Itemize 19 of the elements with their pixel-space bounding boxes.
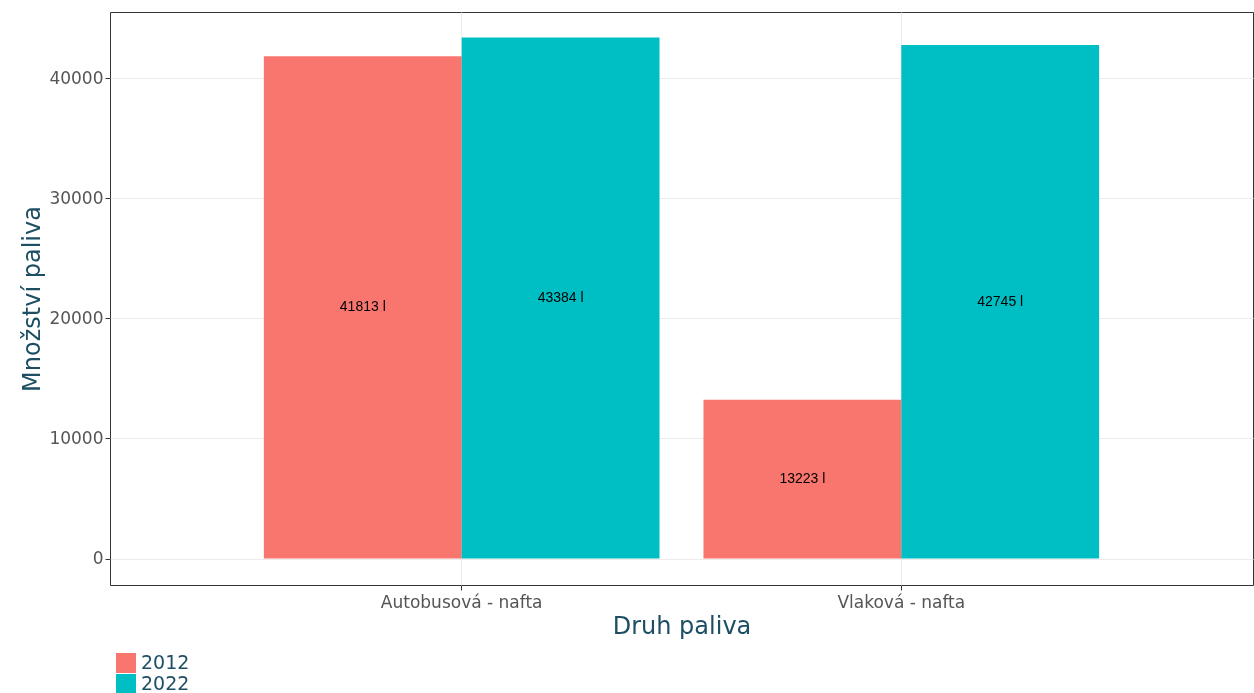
data-label: 42745 l bbox=[977, 292, 1024, 309]
x-tick-label: Vlaková - nafta bbox=[837, 591, 966, 612]
y-tick-label: 40000 bbox=[49, 67, 104, 88]
data-label: 41813 l bbox=[339, 298, 386, 315]
bar bbox=[901, 45, 1100, 559]
bar bbox=[703, 399, 902, 559]
y-tick-label: 0 bbox=[92, 548, 104, 569]
data-label: 13223 l bbox=[779, 470, 826, 487]
legend-label: 2012 bbox=[141, 651, 190, 673]
y-tick-label: 20000 bbox=[49, 307, 104, 328]
x-tick-label: Autobusová - nafta bbox=[380, 591, 543, 612]
y-axis-title: Množství paliva bbox=[18, 206, 47, 392]
x-axis-title: Druh paliva bbox=[612, 611, 752, 640]
bar bbox=[461, 37, 660, 559]
y-tick-label: 30000 bbox=[49, 187, 104, 208]
bar bbox=[263, 56, 462, 559]
legend-label: 2022 bbox=[141, 672, 190, 693]
y-tick-label: 10000 bbox=[49, 427, 104, 448]
data-label: 43384 l bbox=[537, 289, 584, 305]
